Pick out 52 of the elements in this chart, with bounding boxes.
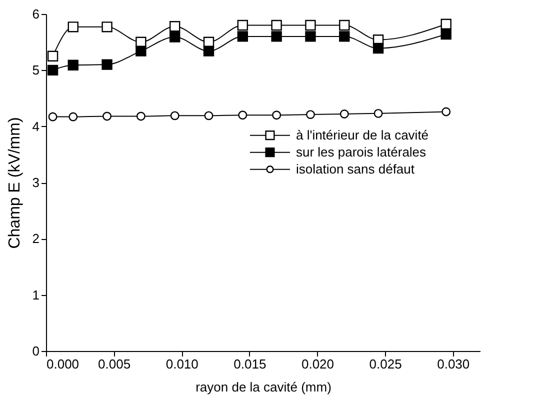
- point: [306, 110, 315, 120]
- y-tick-label: 0: [32, 344, 40, 358]
- y-tick-label: 2: [32, 231, 40, 246]
- x-tick-label: 0.010: [166, 356, 198, 372]
- point: [440, 28, 452, 40]
- y-tick-label: 5: [32, 62, 40, 78]
- point: [237, 31, 248, 42]
- x-tick-label: 0.020: [301, 356, 334, 372]
- point: [237, 20, 248, 31]
- point: [339, 20, 350, 31]
- point: [272, 110, 282, 120]
- x-tick-label: 0.005: [98, 356, 131, 372]
- y-tick-label: 6: [32, 6, 40, 22]
- point: [102, 112, 112, 121]
- point: [440, 18, 452, 30]
- y-axis-title: Champ E (kV/mm): [6, 117, 24, 249]
- y-tick-label: 4: [32, 118, 40, 134]
- point: [170, 21, 180, 32]
- x-tick-label: 0.015: [234, 356, 266, 372]
- point: [372, 42, 384, 54]
- y-tick-label: 1: [32, 287, 40, 302]
- point: [47, 64, 58, 76]
- point: [68, 112, 78, 122]
- point: [170, 32, 180, 42]
- legend-label: sur les parois latérales: [296, 144, 427, 160]
- point: [136, 46, 146, 56]
- x-tick-label: 0.000: [46, 356, 80, 372]
- point: [204, 111, 214, 120]
- point: [271, 31, 282, 42]
- point: [374, 108, 383, 118]
- point: [48, 112, 58, 122]
- point: [442, 107, 451, 116]
- x-tick-label: 0.025: [369, 356, 402, 372]
- point: [203, 46, 214, 56]
- y-tick-label: 3: [32, 175, 40, 190]
- point: [68, 22, 78, 32]
- point: [170, 111, 180, 120]
- point: [102, 59, 112, 70]
- legend-label: à l'intérieur de la cavité: [296, 127, 429, 142]
- point: [305, 20, 316, 31]
- point: [102, 22, 112, 32]
- point: [136, 112, 146, 121]
- point: [271, 20, 282, 31]
- point: [339, 31, 350, 42]
- point: [305, 31, 316, 42]
- legend-label: isolation sans défaut: [296, 161, 415, 176]
- x-tick-label: 0.030: [437, 356, 470, 372]
- point: [68, 60, 78, 70]
- point: [47, 50, 58, 62]
- x-axis-title: rayon de la cavité (mm): [196, 380, 332, 394]
- point: [340, 110, 349, 118]
- point: [238, 110, 248, 120]
